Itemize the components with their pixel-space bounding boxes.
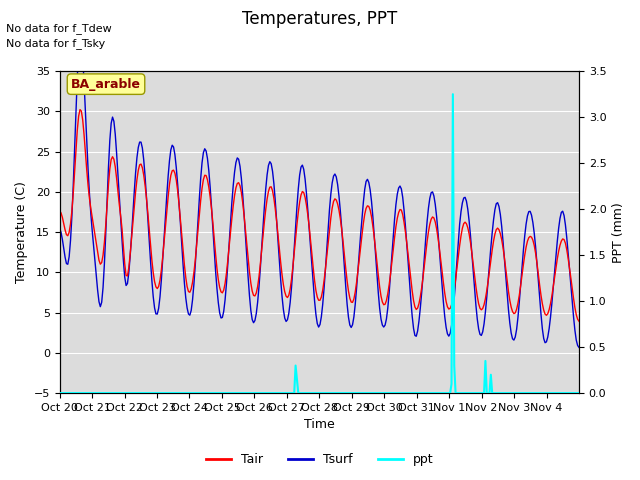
Text: No data for f_Tsky: No data for f_Tsky	[6, 37, 106, 48]
Text: BA_arable: BA_arable	[71, 78, 141, 91]
Text: No data for f_Tdew: No data for f_Tdew	[6, 23, 112, 34]
Y-axis label: PPT (mm): PPT (mm)	[612, 202, 625, 263]
Y-axis label: Temperature (C): Temperature (C)	[15, 181, 28, 283]
Legend: Tair, Tsurf, ppt: Tair, Tsurf, ppt	[202, 448, 438, 471]
Text: Temperatures, PPT: Temperatures, PPT	[243, 10, 397, 28]
X-axis label: Time: Time	[304, 419, 335, 432]
